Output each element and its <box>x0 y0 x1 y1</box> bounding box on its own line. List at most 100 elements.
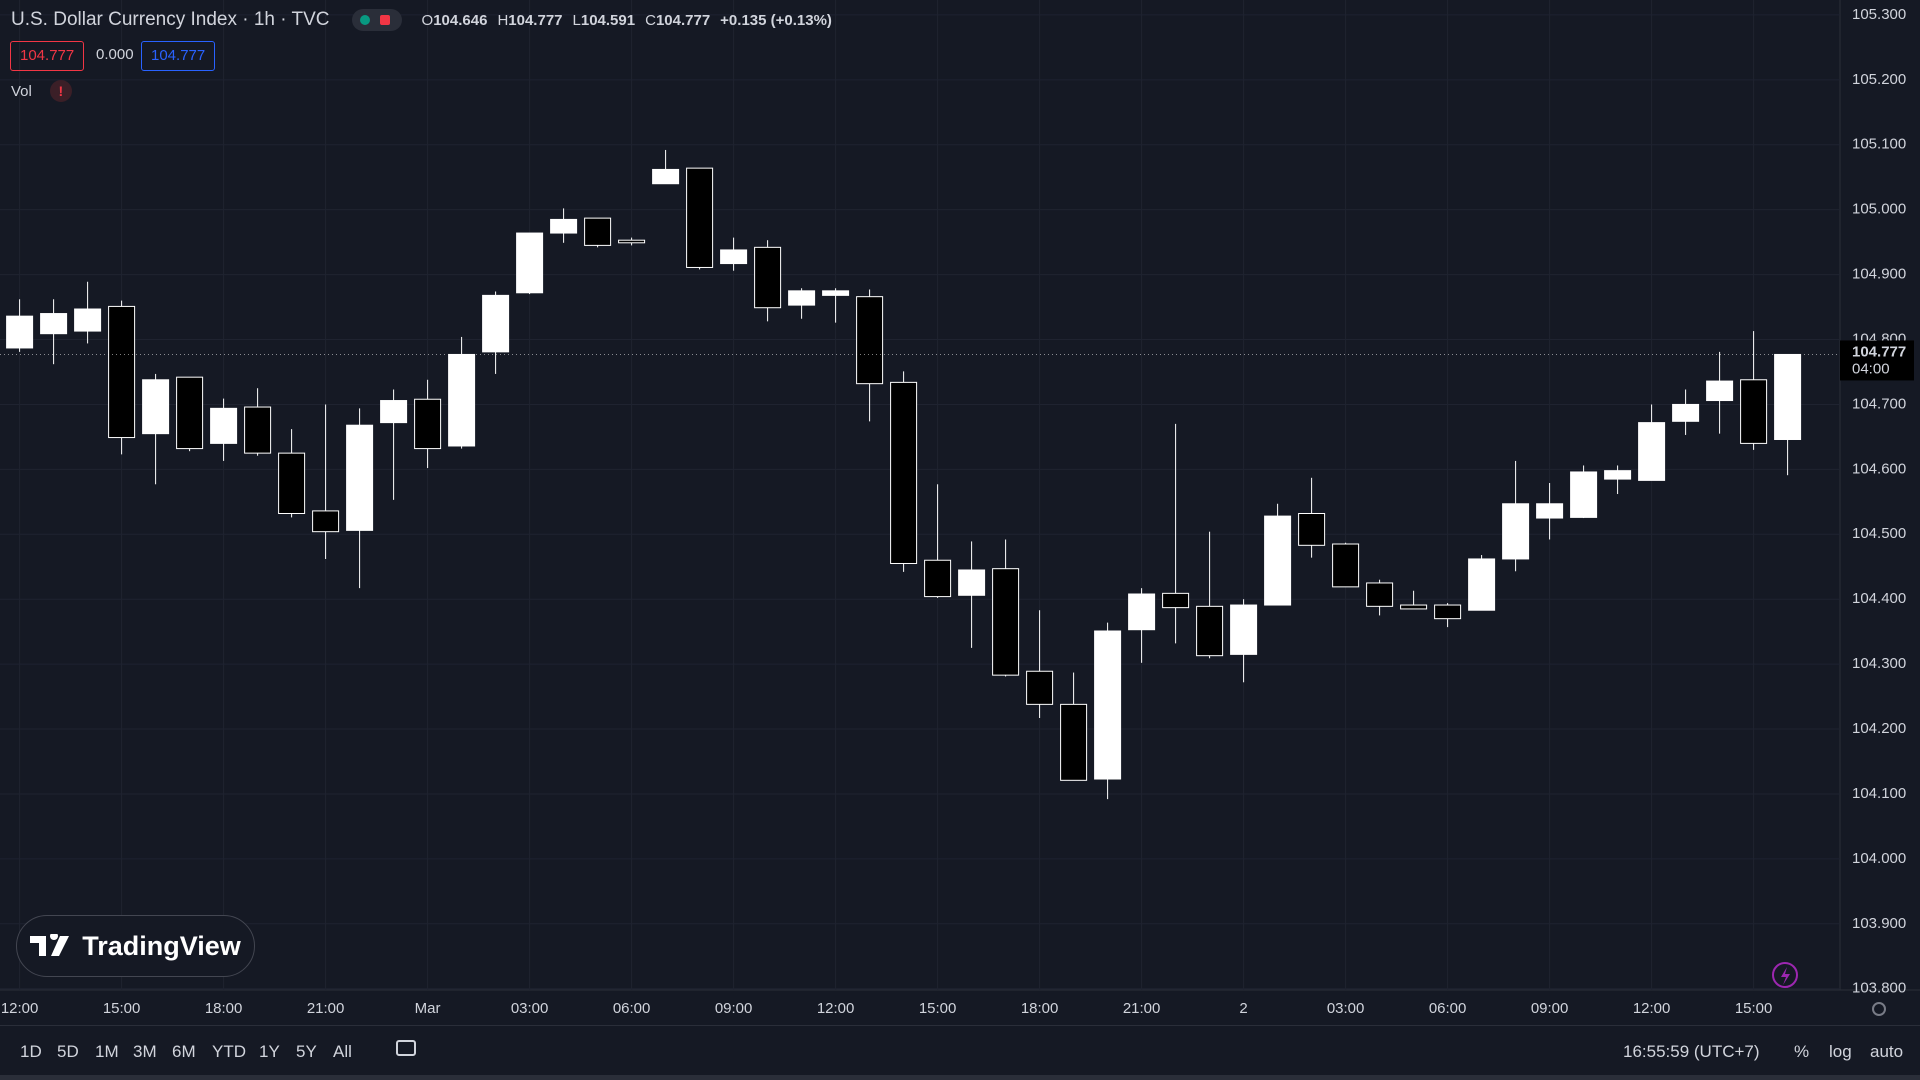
candle-body <box>924 559 952 598</box>
candle-body <box>414 398 442 450</box>
y-tick-label: 104.400 <box>1852 590 1906 607</box>
logo-icon <box>30 934 70 956</box>
x-tick-label: Mar <box>415 1000 441 1017</box>
x-tick-label: 06:00 <box>613 1000 651 1017</box>
range-button[interactable]: All <box>333 1042 352 1061</box>
candle-body <box>1230 604 1258 655</box>
candle-body <box>312 510 340 533</box>
candle-body <box>1672 403 1700 422</box>
candle-body <box>1298 513 1326 546</box>
ohlc-legend: O104.646 H104.777 L104.591 C104.777 +0.135 (… <box>422 12 832 29</box>
ask-box[interactable]: 104.777 <box>141 41 216 71</box>
countdown-label: 04:00 <box>1852 360 1890 377</box>
candle-body <box>1060 703 1088 781</box>
range-button[interactable]: 1D <box>20 1042 42 1061</box>
x-tick-label: 12:00 <box>1633 1000 1671 1017</box>
symbol-header: U.S. Dollar Currency Index · 1h · TVC O1… <box>11 9 832 31</box>
range-button[interactable]: 6M <box>172 1042 196 1061</box>
ohlc-key: C <box>645 11 656 29</box>
candle-body <box>244 406 272 454</box>
ohlc-item: O104.646 <box>422 12 488 29</box>
candle-body <box>856 296 884 385</box>
market-status[interactable] <box>351 9 402 31</box>
volume-warning[interactable]: ! <box>49 80 72 102</box>
candle-body <box>1400 604 1428 610</box>
candle-body <box>890 381 918 564</box>
candle-body <box>448 353 476 447</box>
candle-body <box>686 167 714 268</box>
ohlc-key: H <box>497 11 509 29</box>
range-button[interactable]: 5Y <box>296 1042 317 1061</box>
x-tick-label: 12:00 <box>817 1000 855 1017</box>
range-button[interactable]: 1M <box>95 1042 119 1061</box>
ohlc-item: H104.777 <box>497 12 562 29</box>
symbol-title[interactable]: U.S. Dollar Currency Index · 1h · TVC <box>11 9 330 30</box>
x-tick-label: 15:00 <box>103 1000 141 1017</box>
range-button[interactable]: 1Y <box>259 1042 280 1061</box>
x-tick-label: 18:00 <box>205 1000 243 1017</box>
ohlc-key: O <box>421 11 434 29</box>
bottom-strip <box>0 1075 1920 1080</box>
candle-body <box>788 290 816 306</box>
date-range-icon[interactable] <box>396 1040 416 1056</box>
ohlc-change: +0.135 (+0.13%) <box>720 11 832 29</box>
last-price-label: 104.777 <box>1852 343 1906 360</box>
scale-option[interactable]: log <box>1829 1042 1852 1061</box>
candle-body <box>1502 503 1530 560</box>
x-tick-label: 09:00 <box>1531 1000 1569 1017</box>
candle-body <box>584 217 612 246</box>
x-tick-label: 15:00 <box>1735 1000 1773 1017</box>
clock[interactable]: 16:55:59 (UTC+7) <box>1623 1042 1760 1061</box>
candle-body <box>1638 422 1666 481</box>
range-button[interactable]: 5D <box>57 1042 79 1061</box>
candle-body <box>482 294 510 353</box>
y-tick-label: 104.000 <box>1852 850 1906 867</box>
ohlc-value: 104.777 <box>508 11 563 29</box>
candle-body <box>142 379 170 435</box>
candle-body <box>6 315 34 349</box>
alert-icon[interactable] <box>1772 962 1798 988</box>
candle-body <box>992 568 1020 676</box>
candle-body <box>1468 558 1496 611</box>
candle-body <box>618 239 646 244</box>
bid-box[interactable]: 104.777 <box>10 41 85 71</box>
candle-body <box>1434 604 1462 620</box>
ohlc-key: L <box>572 11 581 29</box>
x-tick-label: 21:00 <box>1123 1000 1161 1017</box>
candle-body <box>74 308 102 332</box>
candle-body <box>1196 605 1224 657</box>
ohlc-item: C104.777 <box>645 12 710 29</box>
ohlc-value: 104.777 <box>655 11 711 29</box>
scale-option[interactable]: % <box>1794 1042 1810 1061</box>
candles <box>0 149 1840 800</box>
x-tick-label: 15:00 <box>919 1000 957 1017</box>
x-tick-label: 21:00 <box>307 1000 345 1017</box>
candle-body <box>1706 380 1734 402</box>
candle-body <box>822 290 850 296</box>
x-tick-label: 18:00 <box>1021 1000 1059 1017</box>
candle-body <box>1128 593 1156 631</box>
candle-body <box>380 400 408 424</box>
volume-legend: Vol! <box>11 80 72 102</box>
y-tick-label: 103.800 <box>1852 980 1906 997</box>
candle-body <box>1740 379 1768 444</box>
settings-icon[interactable] <box>1872 1002 1886 1016</box>
bottom-toolbar: 1D 5D 1M 3M 6M YTD 1Y 5Y All 16:55:59 (UTC+7)% log… <box>0 1025 1920 1076</box>
y-tick-label: 104.700 <box>1852 395 1906 412</box>
ohlc-item: L104.591 <box>573 12 636 29</box>
watermark[interactable]: TradingView <box>16 915 255 977</box>
chart: 103.800 103.900 104.000 104.100 104.200 104.3… <box>0 0 1920 1017</box>
y-tick-label: 105.000 <box>1852 201 1906 218</box>
alert-bolt <box>1781 967 1790 985</box>
range-button[interactable]: 3M <box>133 1042 157 1061</box>
range-button[interactable]: YTD <box>212 1042 246 1061</box>
last-price-box <box>1840 340 1914 381</box>
scale-option[interactable]: auto <box>1870 1042 1904 1061</box>
x-tick-label: 03:00 <box>1327 1000 1365 1017</box>
candle-body <box>346 424 374 531</box>
candle-body <box>1536 503 1564 519</box>
candle-body <box>1264 515 1292 606</box>
candle-body <box>720 249 748 265</box>
axes: 103.800 103.900 104.000 104.100 104.200 104.3… <box>1 6 1914 1017</box>
y-tick-label: 103.900 <box>1852 915 1906 932</box>
